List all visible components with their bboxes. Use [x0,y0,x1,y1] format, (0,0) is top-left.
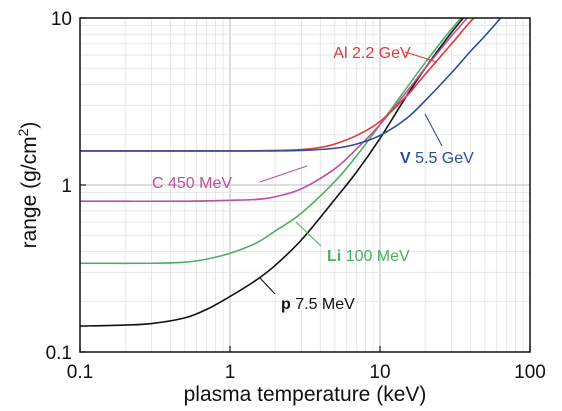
curve-label-energy: 5.5 GeV [411,150,474,167]
curve-label-al: Al 2.2 GeV [333,45,411,62]
curve-labels: Al 2.2 GeV V 5.5 GeV C 450 MeV Li 100 MeV p … [152,45,474,313]
ticks: 0.1 1 10 100 0.1 1 10 [46,9,546,383]
x-tick-label: 10 [369,362,390,383]
y-tick-label: 1 [61,176,72,197]
series-line-al [80,18,476,152]
label-leader-line [259,277,276,295]
x-axis-label: plasma temperature (keV) [184,383,427,406]
curve-label-symbol: Al [333,45,347,62]
x-tick-label: 0.1 [67,362,93,383]
curve-label-energy: 100 MeV [341,248,410,265]
y-tick-label: 10 [51,9,72,30]
series-line-p [80,18,465,327]
curve-label-symbol: Li [327,248,341,265]
series-line-c [80,18,469,203]
curve-label-energy: 7.5 MeV [291,296,355,313]
curve-label-v: V 5.5 GeV [400,150,474,167]
y-axis-label-end: ) [18,122,41,129]
label-leader-line [259,165,308,183]
y-axis-label: range (g/cm2) [15,122,41,249]
curve-label-symbol: p [281,296,291,313]
curve-label-c: C 450 MeV [152,175,232,192]
y-axis-label-main: range (g/cm [18,136,41,248]
curve-label-symbol: V [400,150,411,167]
label-leader-line [295,221,322,247]
curve-label-p: p 7.5 MeV [281,296,355,313]
y-axis-label-sup: 2 [15,128,31,136]
x-tick-label: 100 [514,362,546,383]
curve-label-li: Li 100 MeV [327,248,410,265]
label-leader-line [424,113,443,147]
label-leader-line [404,51,438,63]
series-line-li [80,18,463,265]
series-line-v [80,18,502,152]
curve-label-symbol: C [152,175,164,192]
y-tick-label: 0.1 [46,343,72,364]
series-lines [80,18,502,327]
curve-label-energy: 450 MeV [164,175,233,192]
curve-label-energy: 2.2 GeV [348,45,411,62]
x-tick-label: 1 [225,362,236,383]
